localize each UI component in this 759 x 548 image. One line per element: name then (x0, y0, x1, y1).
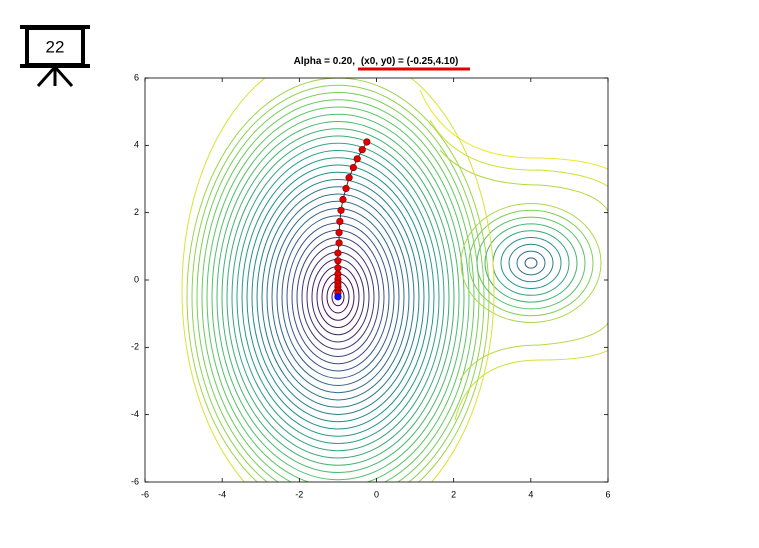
y-tick-label: 6 (134, 72, 139, 82)
descent-point (337, 206, 345, 214)
y-tick-label: -6 (131, 476, 139, 486)
contour (516, 250, 546, 276)
contour (251, 171, 425, 423)
contour (508, 243, 554, 283)
contour (246, 164, 430, 430)
x-tick-label: -4 (218, 489, 226, 499)
contour (439, 149, 608, 381)
contour (226, 135, 450, 459)
contour (211, 113, 465, 481)
contour (492, 230, 570, 296)
contour (524, 257, 538, 269)
title-part: Alpha = 0.20, (294, 56, 356, 67)
x-tick-label: -2 (295, 489, 303, 499)
descent-point (345, 174, 353, 182)
contour (281, 215, 395, 379)
descent-point (334, 257, 342, 265)
contour (460, 203, 602, 323)
contour (181, 78, 495, 482)
contour (196, 92, 480, 482)
chart-title: Alpha = 0.20, (x0, y0) = (-0.25,4.10) (294, 56, 459, 67)
descent-point (342, 184, 350, 193)
contour (429, 119, 608, 421)
contours (181, 78, 608, 482)
y-tick-label: 0 (134, 274, 139, 284)
contour (296, 237, 380, 357)
descent-point (334, 264, 342, 272)
descent-point (334, 293, 342, 301)
x-tick-label: 2 (451, 489, 456, 499)
y-tick-label: 2 (134, 207, 139, 217)
contour (261, 186, 415, 408)
contour (266, 193, 410, 401)
contour (271, 200, 405, 394)
contour (236, 150, 440, 444)
y-tick-label: -2 (131, 342, 139, 352)
title-part: (x0, y0) = (-0.25,4.10) (361, 56, 459, 67)
descent-point (363, 138, 371, 146)
descent-point (358, 146, 366, 154)
contour (476, 216, 586, 310)
descent-point (334, 249, 342, 257)
x-tick-label: 0 (374, 489, 379, 499)
descent-point (335, 228, 343, 237)
slide-number: 22 (46, 37, 65, 56)
descent-point (353, 155, 361, 163)
x-tick-label: 6 (605, 489, 610, 499)
contour (231, 142, 445, 452)
contour (241, 157, 435, 437)
descent-point (349, 163, 357, 172)
descent-point (336, 217, 344, 226)
x-tick-label: -6 (141, 489, 149, 499)
x-tick-label: 4 (528, 489, 533, 499)
y-tick-label: -4 (131, 409, 139, 419)
contour (216, 121, 460, 473)
contour (419, 89, 608, 170)
contour (206, 106, 470, 482)
contour (500, 237, 562, 289)
contour (256, 179, 420, 415)
contour (484, 223, 578, 303)
contour (468, 209, 594, 317)
descent-point (339, 195, 347, 204)
descent-point (335, 239, 343, 247)
y-tick-label: 4 (134, 140, 139, 150)
slide-icon (20, 25, 90, 88)
contour (221, 128, 455, 466)
